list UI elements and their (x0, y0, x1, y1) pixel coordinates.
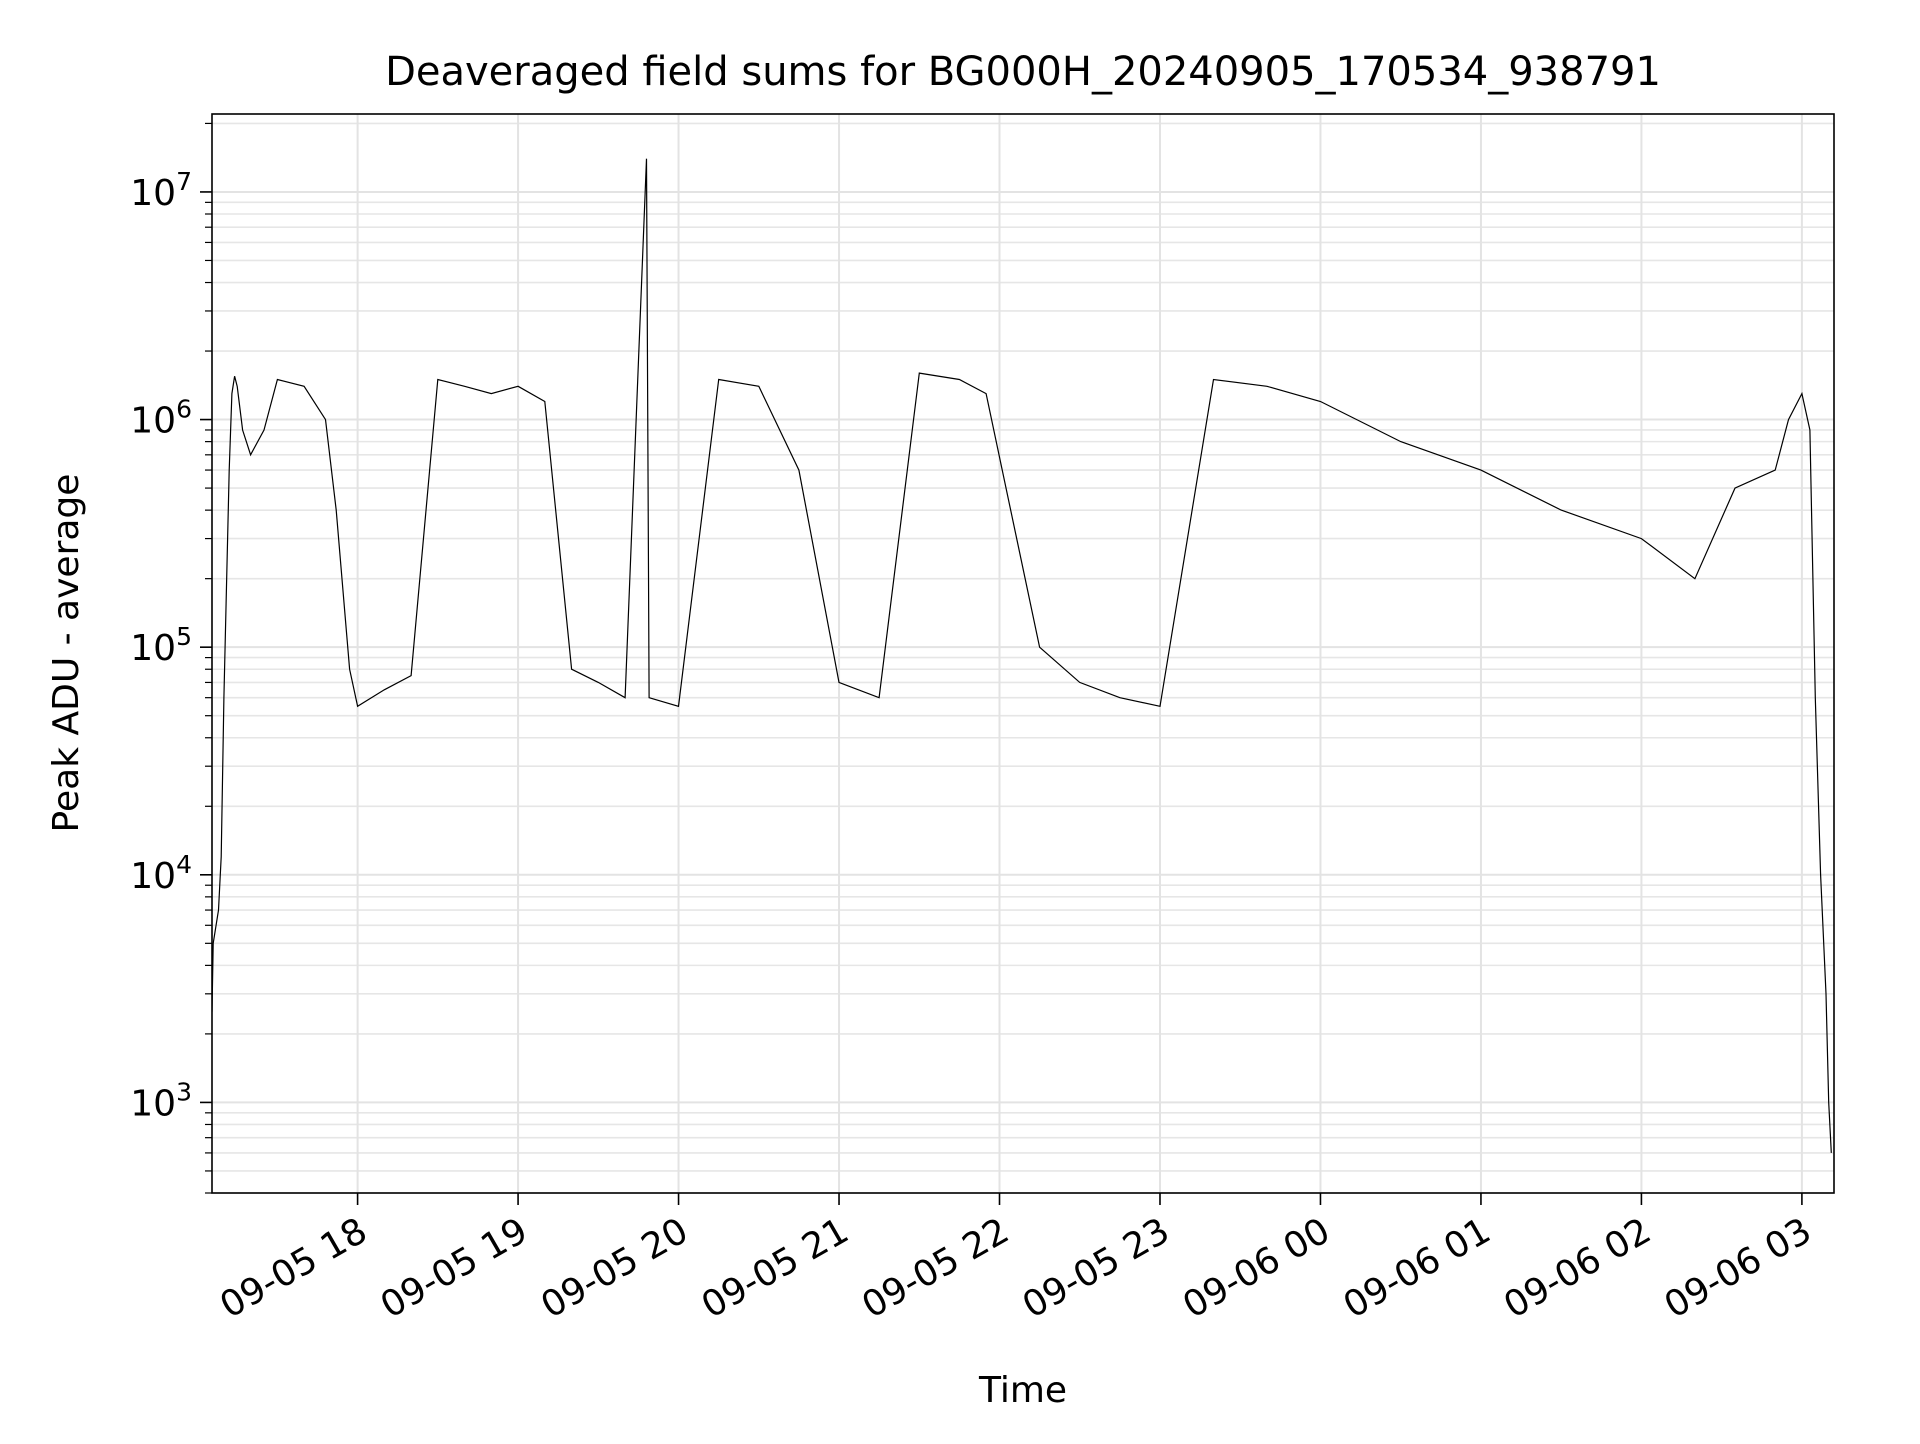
y-tick-label: 106 (130, 395, 192, 442)
y-axis: 103 104 105 106 107 (130, 122, 212, 1194)
y-tick-label: 103 (130, 1077, 192, 1124)
chart-title: Deaveraged field sums for BG000H_2024090… (385, 49, 1661, 95)
y-axis-label: Peak ADU - average (46, 474, 87, 833)
grid (212, 114, 1834, 1194)
series-line (212, 158, 1832, 1153)
axes-frame (211, 113, 1835, 1194)
plot-area (212, 158, 1832, 1153)
x-axis-label: Time (978, 1370, 1067, 1411)
y-tick-label: 107 (130, 167, 192, 214)
y-tick-label: 105 (130, 622, 192, 669)
y-tick-label: 104 (130, 850, 192, 897)
